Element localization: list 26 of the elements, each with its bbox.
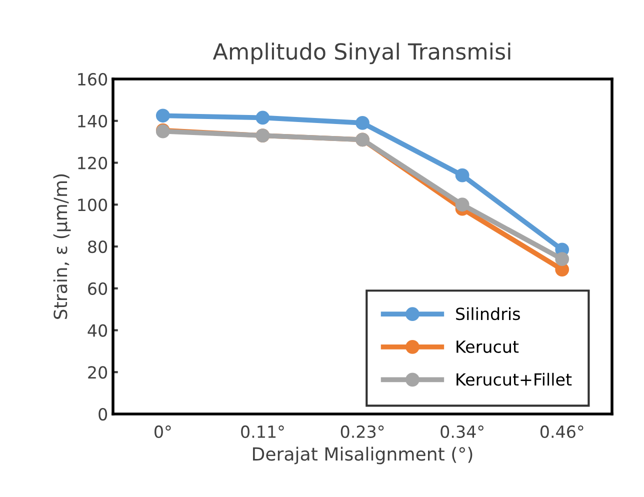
point [356, 116, 370, 130]
y-tick-label: 80 [88, 240, 108, 254]
legend-label: Silindris [456, 307, 520, 320]
legend-label: Kerucut+Fillet [456, 372, 572, 386]
x-axis-title: Derajat Misalignment (°) [253, 446, 472, 464]
x-tick-label: 0.23° [340, 425, 384, 438]
x-tick-label: 0.34° [440, 425, 484, 438]
y-axis-title: Strain, ε (µm/m) [53, 174, 71, 319]
y-tick-label: 60 [88, 282, 108, 295]
point [455, 198, 470, 212]
y-tick-label: 140 [78, 114, 108, 128]
chart-title: Amplitudo Sinyal Transmisi [212, 42, 510, 64]
y-tick-label: 40 [88, 324, 108, 337]
y-tick-label: 120 [78, 156, 108, 170]
point [555, 252, 570, 266]
point [455, 168, 470, 182]
point [256, 110, 270, 125]
x-tick-label: 0.46° [540, 425, 584, 438]
point [156, 108, 170, 123]
y-tick-label: 100 [78, 198, 108, 212]
y-tick-label: 0 [98, 408, 108, 421]
y-tick-label: 20 [88, 366, 108, 379]
y-tick-label: 160 [78, 72, 108, 86]
x-tick-label: 0.11° [241, 425, 284, 438]
x-tick-label: 0° [154, 425, 171, 438]
legend-label: Kerucut [456, 340, 519, 353]
